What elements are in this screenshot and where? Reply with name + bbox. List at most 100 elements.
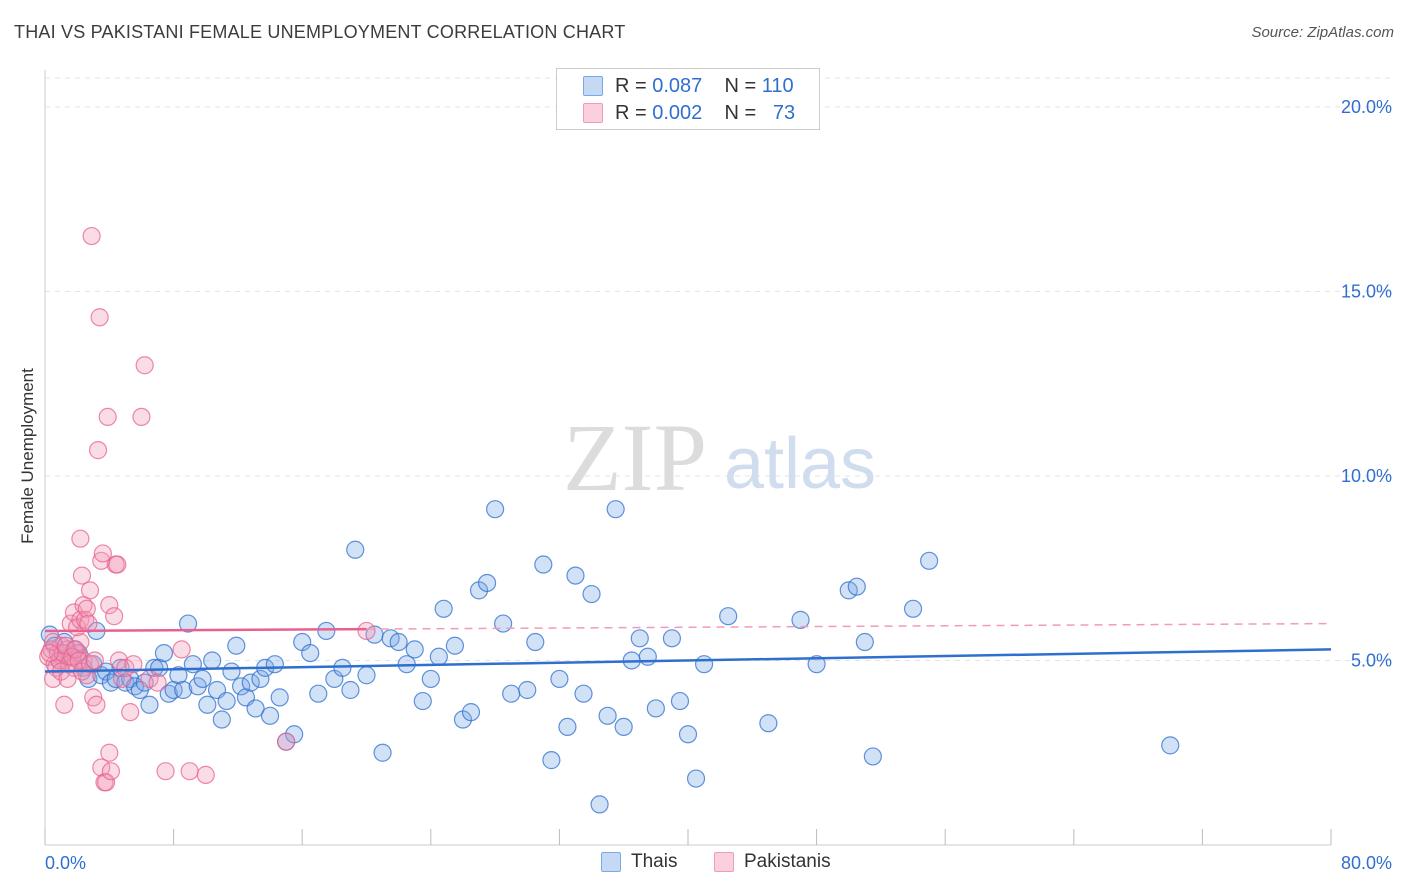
thais-point: [574, 684, 593, 703]
pakistanis-point: [108, 555, 127, 574]
thais-point: [227, 636, 246, 655]
thais-point: [486, 500, 505, 519]
pakistanis-point: [196, 765, 215, 784]
legend: R = 0.087 N = 110 R = 0.002 N = 73: [556, 68, 820, 130]
thais-point: [265, 655, 284, 674]
thais-point: [434, 599, 453, 618]
pakistanis-point: [88, 441, 108, 460]
thais-point: [251, 669, 270, 689]
thais-point: [694, 655, 714, 674]
thais-point: [598, 706, 617, 725]
thais-point: [550, 669, 569, 689]
pakistanis-point: [93, 544, 112, 563]
x-tick-label: 0.0%: [45, 853, 86, 873]
x-tick-label: 80.0%: [1341, 853, 1392, 873]
pakistanis-point: [90, 308, 109, 327]
thais-point: [174, 680, 193, 700]
thais-point: [341, 680, 360, 700]
bottom-legend-label-thais: Thais: [631, 851, 678, 872]
tick-labels: 5.0% 10.0% 15.0% 20.0% 0.0% 80.0%: [45, 97, 1392, 873]
thais-point: [903, 599, 923, 618]
pakistanis-point: [69, 651, 88, 670]
pakistanis-point: [124, 655, 143, 674]
chart-title: THAI VS PAKISTANI FEMALE UNEMPLOYMENT CO…: [14, 22, 626, 42]
thais-trend-line: [44, 648, 1332, 673]
bottom-legend-label-pakistanis: Pakistanis: [744, 851, 831, 872]
bottom-legend-swatch-thais: [601, 852, 621, 872]
pakistanis-point: [357, 621, 376, 641]
watermark-atlas: atlas: [724, 424, 876, 504]
thais-point: [807, 655, 826, 674]
thais-point: [373, 743, 392, 762]
pakistanis-point: [79, 614, 98, 633]
thais-point: [301, 643, 320, 663]
thais-point: [389, 632, 408, 652]
thais-point: [260, 706, 280, 725]
y-tick-label: 20.0%: [1341, 97, 1392, 117]
legend-r-value: 0.002: [652, 101, 703, 124]
legend-n-label: N =: [724, 101, 757, 124]
thais-point: [678, 725, 698, 744]
thais-point: [670, 691, 690, 711]
thais-point: [662, 629, 682, 648]
legend-r-label: R =: [615, 101, 647, 124]
legend-n-label: N =: [724, 74, 757, 97]
thais-point: [241, 673, 260, 692]
bottom-legend-thais: Thais: [601, 851, 677, 873]
thais-point: [164, 680, 183, 700]
trend-lines: [44, 622, 1332, 673]
thais-point: [1161, 736, 1180, 755]
thais-point: [309, 684, 328, 703]
legend-swatch-pakistanis: [583, 103, 603, 123]
pakistanis-point: [92, 758, 111, 777]
pakistanis-trend-extension: [366, 622, 1332, 630]
thais-point: [863, 747, 882, 766]
thais-point: [526, 632, 545, 652]
thais-point: [169, 666, 188, 685]
thais-point: [405, 640, 424, 659]
pakistanis-point: [72, 566, 92, 585]
pakistanis-point: [87, 695, 106, 714]
grid: [45, 77, 1392, 661]
legend-r-label: R =: [615, 74, 647, 97]
thais-point: [847, 577, 866, 596]
legend-row-pakistanis: R = 0.002 N = 73: [583, 101, 795, 125]
thais-point: [198, 695, 217, 714]
thais-point: [154, 643, 174, 663]
pakistanis-point: [82, 226, 101, 246]
thais-point: [212, 710, 231, 729]
pakistanis-trend-line: [44, 627, 367, 633]
thais-point: [346, 540, 365, 559]
thais-point: [246, 699, 265, 718]
thais-point: [646, 699, 665, 718]
thais-point: [855, 632, 874, 652]
pakistanis-point: [277, 732, 296, 751]
thais-point: [502, 684, 521, 703]
y-tick-label: 10.0%: [1341, 466, 1392, 486]
pakistanis-point: [80, 581, 100, 600]
thais-point: [566, 566, 585, 585]
legend-row-thais: R = 0.087 N = 110: [583, 74, 794, 98]
thais-point: [920, 551, 939, 570]
thais-point: [791, 610, 810, 629]
thais-point: [429, 647, 448, 666]
thais-point: [357, 666, 376, 685]
pakistanis-point: [101, 762, 121, 781]
pakistanis-point: [96, 773, 116, 792]
thais-point: [686, 769, 706, 788]
thais-point: [140, 695, 159, 714]
legend-n-value: 73: [772, 101, 796, 124]
thais-point: [606, 500, 625, 519]
pakistanis-point: [105, 607, 124, 626]
pakistanis-point: [180, 762, 199, 781]
thais-point: [445, 636, 465, 655]
pakistanis-point: [56, 636, 75, 655]
thais-point: [421, 669, 440, 689]
y-tick-label: 15.0%: [1341, 281, 1392, 301]
legend-swatch-thais: [583, 76, 603, 96]
pakistanis-point: [132, 407, 151, 427]
thais-point: [518, 680, 537, 700]
pakistanis-point: [135, 356, 154, 375]
thais-point: [193, 669, 212, 689]
